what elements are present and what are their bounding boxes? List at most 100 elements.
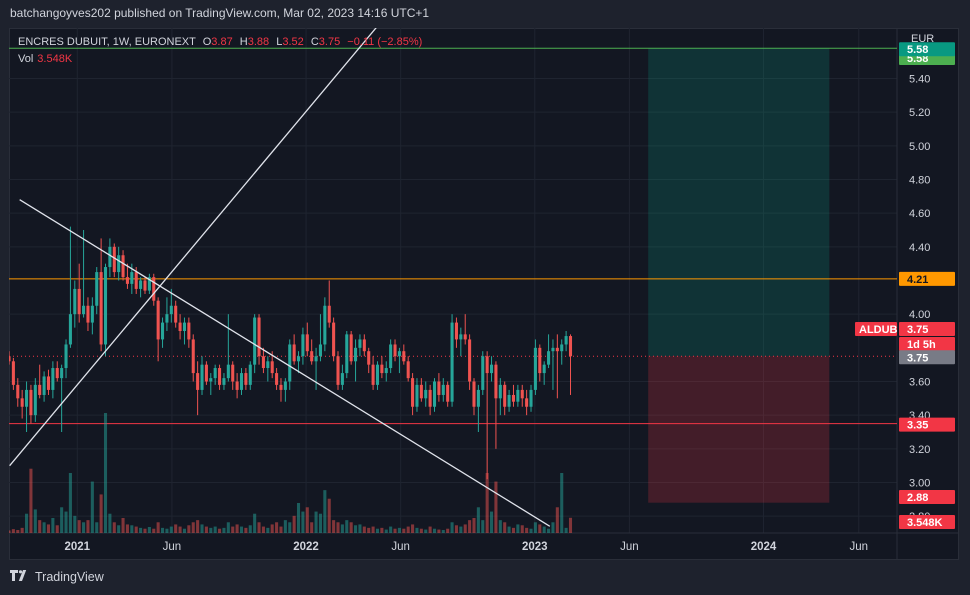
volume-bar [121, 518, 125, 533]
profit-zone [648, 48, 830, 357]
volume-bar [182, 528, 187, 533]
volume-bar [231, 526, 235, 533]
volume-bar [196, 520, 200, 533]
candle-body [411, 378, 415, 407]
candle-body [239, 373, 244, 390]
orange-line-label-bg [899, 271, 955, 286]
candle-body [568, 336, 573, 357]
volume-bar [235, 524, 239, 533]
candle-body [178, 322, 182, 331]
volume-bar [564, 527, 568, 533]
candle-body [182, 322, 187, 331]
volume-bar [139, 527, 143, 533]
candle-body [108, 246, 112, 268]
candle-body [468, 339, 472, 382]
candle-body [555, 347, 559, 352]
trendline [9, 28, 377, 467]
volume-bar [218, 528, 222, 533]
candle-body [476, 389, 480, 407]
candle-body [498, 384, 502, 399]
volume-bar [38, 520, 42, 533]
y-tick-label: 3.60 [909, 377, 930, 389]
y-tick-label: 5.20 [909, 107, 930, 119]
volume-bar [253, 513, 257, 533]
candle-body [371, 364, 375, 385]
footer-brand[interactable]: TradingView [10, 569, 104, 584]
y-tick-label: 5.40 [909, 74, 930, 86]
volume-bar [77, 520, 81, 533]
stop-price-label-bg [899, 490, 955, 504]
candle-body [20, 398, 24, 407]
candle-body [64, 344, 68, 369]
long-position-tool[interactable] [648, 48, 830, 503]
candle-body [367, 351, 371, 365]
volume-legend: Vol 3.548K [18, 53, 72, 65]
candle-body [231, 364, 235, 382]
volume-bar [551, 522, 555, 533]
horizontal-lines[interactable] [9, 47, 897, 425]
candle-body [441, 384, 445, 395]
volume-bar [498, 520, 502, 533]
volume-bar [33, 509, 37, 533]
volume-bar [292, 515, 296, 533]
volume-bar [86, 520, 90, 533]
volume-bar [143, 528, 147, 533]
trendlines[interactable] [9, 28, 551, 527]
symbol-tag: ALDUB [859, 324, 898, 336]
volume-bar [494, 481, 498, 533]
candle-body [345, 334, 349, 374]
candle-body [349, 334, 353, 362]
candle-body [380, 364, 384, 374]
target-label-bg [899, 42, 955, 57]
candle-body [253, 317, 257, 365]
currency-label: EUR [911, 33, 934, 45]
candle-body [33, 384, 37, 416]
candle-body [174, 305, 178, 323]
candle-body [507, 394, 511, 407]
volume-bar [125, 524, 129, 533]
candle-body [288, 344, 292, 382]
candle-body [16, 384, 20, 399]
candle-body [525, 398, 529, 407]
volume-bar [29, 468, 33, 533]
price-chart[interactable]: 5.405.205.004.804.604.404.003.603.403.20… [9, 28, 959, 560]
volume-bar [476, 507, 480, 533]
volume-price-label-bg [899, 515, 955, 529]
candle-body [384, 368, 388, 374]
legend-open: 3.87 [211, 36, 233, 48]
volume-bar [406, 526, 410, 533]
target-label: 5.58 [907, 44, 928, 56]
y-tick-label: 3.20 [909, 444, 930, 456]
stop-line-label-bg [899, 417, 955, 432]
volume-bar [169, 526, 173, 533]
volume-bar [362, 526, 366, 533]
volume-bar [99, 494, 103, 533]
candle-body [428, 389, 432, 407]
candle-body [564, 336, 568, 345]
last-price-label: 3.75 [907, 324, 928, 336]
volume-bar [244, 527, 248, 533]
candle-body [375, 364, 380, 385]
chart-frame [9, 28, 959, 560]
volume-bar [55, 525, 59, 533]
volume-bar [318, 513, 322, 533]
volume-bar [103, 413, 108, 533]
volume-bar [165, 528, 169, 533]
volume-bar [345, 520, 349, 533]
candle-body [86, 305, 90, 323]
candle-body [314, 356, 318, 362]
volume-bar [288, 522, 292, 533]
tradingview-logo-icon [10, 569, 30, 584]
candle-body [143, 280, 147, 291]
x-tick-label: Jun [620, 541, 639, 553]
volume-bar [424, 529, 428, 533]
candle-body [42, 376, 46, 395]
candle-body [270, 361, 274, 374]
volume-bar [555, 507, 559, 533]
volume-bar [389, 526, 393, 533]
legend-high-label: H [239, 36, 248, 48]
volume-bar [305, 507, 309, 533]
y-tick-label: 4.00 [909, 309, 930, 321]
volume-bar [178, 526, 182, 533]
volume-bar [117, 525, 121, 533]
